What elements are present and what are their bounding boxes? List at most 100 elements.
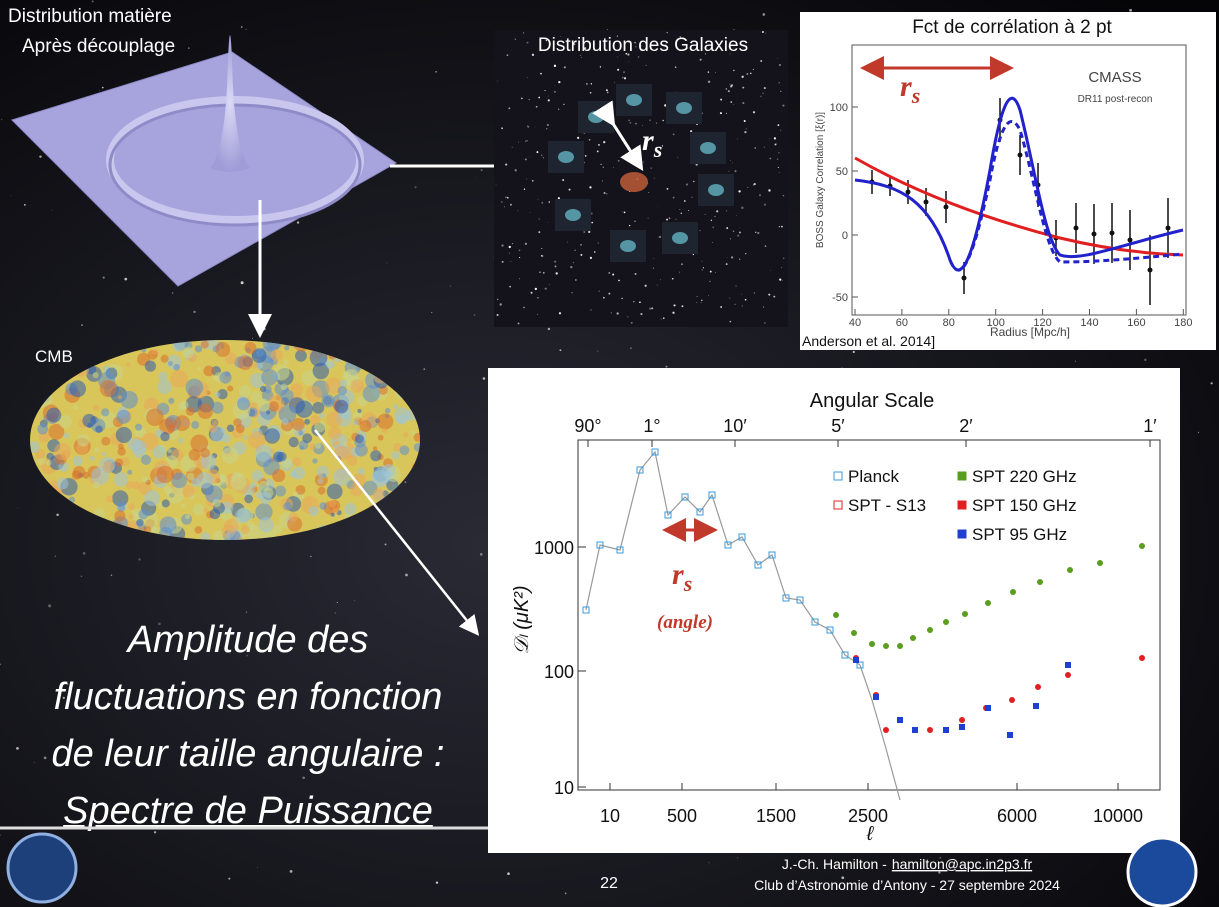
x-tick-label: 1500 — [756, 806, 796, 826]
star — [524, 158, 527, 161]
star — [765, 32, 767, 34]
cmb-spot — [334, 399, 349, 414]
star — [612, 273, 615, 276]
star — [538, 218, 540, 220]
legend-label: SPT 95 GHz — [972, 525, 1067, 544]
star — [563, 103, 565, 106]
data-point — [923, 199, 929, 205]
star — [586, 83, 588, 85]
star — [664, 104, 667, 107]
email[interactable]: hamilton@apc.in2p3.fr — [892, 856, 1033, 872]
data-point — [1127, 237, 1133, 243]
legend-title: CMASS — [1088, 69, 1141, 86]
star — [526, 41, 529, 44]
cmb-spot — [144, 490, 161, 507]
cmb-spot — [326, 360, 335, 370]
cmb-spot — [316, 465, 330, 479]
star — [773, 137, 777, 140]
rs-subscript: s — [683, 571, 693, 596]
star — [473, 314, 476, 316]
star — [719, 112, 722, 115]
star — [753, 183, 756, 186]
cmb-spot — [247, 407, 258, 418]
star — [508, 107, 511, 110]
star — [124, 277, 128, 281]
cmb-spot — [151, 349, 159, 356]
model-curve — [585, 450, 901, 801]
star — [732, 230, 735, 232]
star — [744, 131, 747, 134]
star — [566, 241, 569, 243]
galaxy — [626, 94, 642, 106]
cmb-spot — [352, 419, 359, 426]
cmb-spot — [261, 368, 278, 386]
cmb-spot — [132, 481, 141, 490]
star — [245, 611, 248, 613]
planck-point — [738, 533, 746, 541]
spt220-point — [927, 627, 933, 633]
star — [80, 575, 83, 578]
cmb-spot — [217, 388, 228, 400]
legend-marker — [957, 500, 967, 510]
star — [511, 242, 514, 245]
cmb-spot — [319, 412, 325, 419]
star — [601, 180, 603, 182]
x-tick-label: 80 — [943, 317, 955, 329]
cmb-spot — [200, 532, 211, 540]
rs-note: (angle) — [657, 612, 713, 633]
star — [0, 663, 2, 666]
star — [648, 191, 650, 194]
cmb-spot — [94, 447, 100, 453]
cmb-spot — [283, 359, 289, 365]
star — [153, 831, 157, 834]
caption: Amplitude des fluctuations en fonction de … — [52, 619, 445, 832]
cmb-spot — [312, 362, 330, 380]
star — [562, 179, 565, 182]
cmb-spot — [146, 408, 164, 427]
star — [590, 309, 592, 311]
star — [152, 47, 154, 48]
planck-point — [841, 651, 849, 659]
top-tick-label: 10′ — [723, 416, 747, 436]
star — [193, 310, 196, 314]
x-tick-label: 500 — [667, 806, 697, 826]
star — [529, 212, 531, 214]
cmb-spot — [185, 514, 191, 520]
star — [627, 53, 630, 56]
data-point — [1147, 267, 1153, 273]
star — [726, 210, 728, 212]
cmb-spot — [339, 379, 348, 388]
cmb-spot — [288, 512, 298, 522]
cmb-spot — [226, 424, 235, 433]
star — [606, 91, 609, 94]
planck-point — [856, 661, 864, 669]
star — [354, 599, 356, 601]
cmb-spot — [92, 481, 100, 489]
star — [690, 130, 693, 133]
star — [336, 601, 338, 604]
cmb-spot — [197, 403, 213, 419]
star — [770, 270, 771, 272]
star — [251, 338, 253, 340]
star — [510, 261, 512, 263]
cmb-spot — [250, 391, 262, 403]
cmb-spot — [328, 500, 337, 508]
cmb-spot — [273, 524, 283, 534]
legend-label: SPT 220 GHz — [972, 467, 1077, 486]
star — [755, 231, 757, 233]
star — [228, 877, 231, 880]
star — [735, 285, 737, 287]
star — [701, 269, 703, 271]
star — [524, 242, 527, 245]
cmb-spot — [215, 341, 231, 357]
star — [729, 297, 731, 299]
cmb-spot — [212, 375, 218, 380]
star — [564, 892, 567, 895]
star — [709, 270, 712, 273]
star — [657, 205, 659, 207]
star — [24, 204, 26, 206]
star — [625, 52, 628, 55]
star — [938, 871, 941, 874]
cmb-spot — [177, 437, 184, 444]
